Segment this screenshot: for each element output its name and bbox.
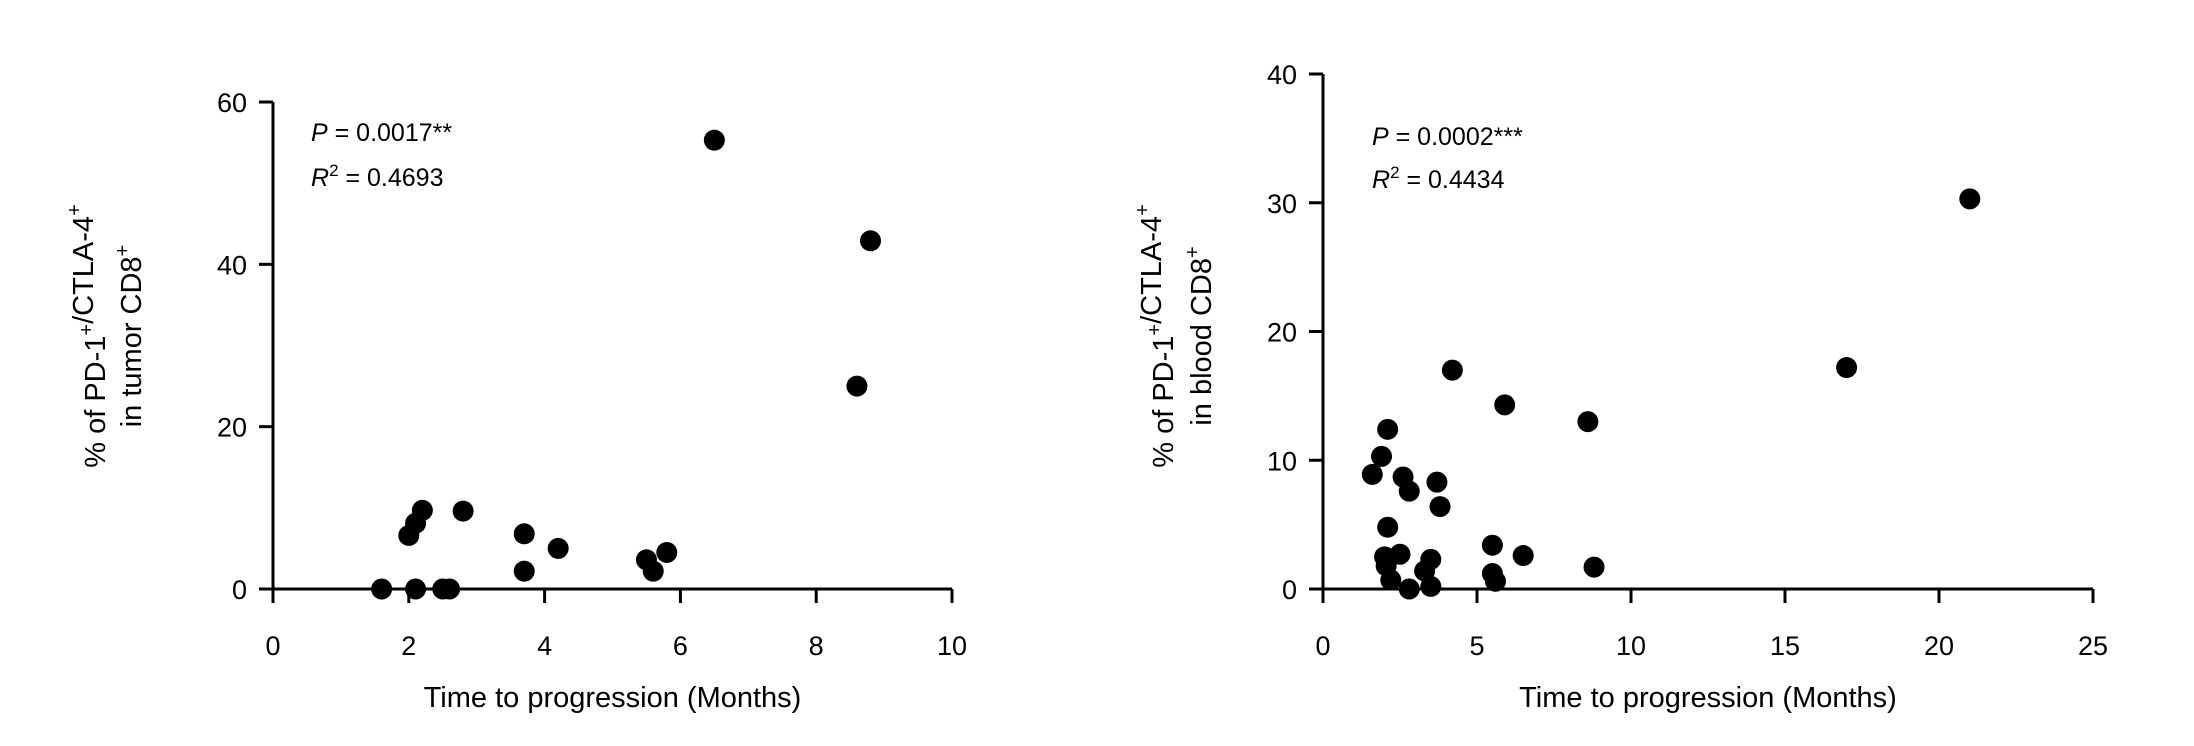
x-axis-label: Time to progression (Months) xyxy=(424,682,802,714)
y-axis-label: % of PD-1+/CTLA-4+ xyxy=(64,204,112,468)
data-point xyxy=(1420,548,1442,570)
y-tick-label: 20 xyxy=(217,413,247,443)
x-tick-label: 15 xyxy=(1770,631,1800,661)
p-value-annotation: P = 0.0017** xyxy=(311,119,452,147)
data-point xyxy=(1836,357,1858,379)
r-squared-annotation: R2 = 0.4434 xyxy=(1372,163,1505,194)
label-text: in blood CD8 xyxy=(1186,258,1218,426)
label-superscript: + xyxy=(1144,324,1166,336)
data-point xyxy=(513,523,535,545)
y-tick-label: 10 xyxy=(1267,446,1297,476)
data-point xyxy=(1429,496,1451,518)
data-point xyxy=(1512,545,1534,567)
x-tick-label: 6 xyxy=(673,631,688,661)
label-text: /CTLA-4 xyxy=(68,216,100,324)
y-axis-label: % of PD-1+/CTLA-4+ xyxy=(1132,204,1180,468)
y-tick-label: 0 xyxy=(232,575,247,605)
x-tick-label: 25 xyxy=(2078,631,2108,661)
label-superscript: + xyxy=(76,324,98,336)
data-point xyxy=(1389,543,1411,565)
y-tick-label: 40 xyxy=(1267,60,1297,90)
r-superscript: 2 xyxy=(1390,163,1399,182)
x-tick-label: 0 xyxy=(1315,631,1330,661)
label-superscript: + xyxy=(112,245,134,257)
data-point xyxy=(1583,556,1605,578)
data-point xyxy=(860,230,882,252)
label-text: in tumor CD8 xyxy=(116,256,148,427)
data-point xyxy=(1577,411,1599,433)
data-point xyxy=(1426,471,1448,493)
data-point xyxy=(1377,418,1399,440)
label-text: /CTLA-4 xyxy=(1136,216,1168,324)
r-superscript: 2 xyxy=(329,161,338,180)
data-point xyxy=(1481,534,1503,556)
r-symbol: R xyxy=(311,164,329,192)
r-squared-value: = 0.4434 xyxy=(1400,166,1505,194)
label-superscript: + xyxy=(64,204,86,216)
data-point xyxy=(371,578,393,600)
p-value-annotation: P = 0.0002*** xyxy=(1372,123,1523,151)
x-tick-label: 4 xyxy=(537,631,552,661)
y-tick-label: 40 xyxy=(217,250,247,280)
data-point xyxy=(1361,463,1383,485)
x-tick-label: 8 xyxy=(809,631,824,661)
p-symbol: P xyxy=(1372,123,1389,151)
data-point xyxy=(1959,188,1981,210)
p-value: = 0.0017** xyxy=(328,119,453,147)
data-point xyxy=(513,560,535,582)
y-tick-label: 20 xyxy=(1267,318,1297,348)
x-tick-label: 10 xyxy=(937,631,967,661)
data-point xyxy=(405,578,427,600)
data-point xyxy=(547,537,569,559)
x-tick-label: 0 xyxy=(265,631,280,661)
y-axis-label: in blood CD8+ xyxy=(1182,246,1218,425)
x-tick-label: 2 xyxy=(401,631,416,661)
data-point xyxy=(452,500,474,522)
label-superscript: + xyxy=(1182,246,1204,258)
data-point xyxy=(1398,578,1420,600)
r-symbol: R xyxy=(1372,166,1390,194)
p-value: = 0.0002*** xyxy=(1389,123,1523,151)
p-symbol: P xyxy=(311,119,328,147)
x-tick-label: 5 xyxy=(1469,631,1484,661)
label-superscript: + xyxy=(1132,204,1154,216)
data-point xyxy=(1420,575,1442,597)
data-point xyxy=(1371,445,1393,467)
y-axis-label: in tumor CD8+ xyxy=(112,245,148,428)
data-point xyxy=(1398,480,1420,502)
data-point xyxy=(411,499,433,521)
label-text: % of PD-1 xyxy=(1148,336,1180,468)
data-point xyxy=(846,375,868,397)
data-point xyxy=(1441,359,1463,381)
r-squared-annotation: R2 = 0.4693 xyxy=(311,161,444,192)
y-tick-label: 30 xyxy=(1267,189,1297,219)
data-point xyxy=(656,541,678,563)
data-point xyxy=(1380,569,1402,591)
x-axis-label: Time to progression (Months) xyxy=(1519,682,1897,714)
data-point xyxy=(1484,570,1506,592)
scatter-plot-1: 0 2 4 6 8 10 0 20 40 60 Time to progression (Month… xyxy=(64,88,967,714)
r-squared-value: = 0.4693 xyxy=(339,164,444,192)
data-point xyxy=(439,578,461,600)
y-tick-label: 60 xyxy=(217,88,247,118)
data-point xyxy=(642,560,664,582)
data-point xyxy=(1377,516,1399,538)
data-point xyxy=(703,129,725,151)
scatter-plot-2: 0 5 10 15 20 25 0 10 20 30 40 Time to progression (… xyxy=(1132,60,2108,714)
x-tick-label: 20 xyxy=(1924,631,1954,661)
x-tick-label: 10 xyxy=(1616,631,1646,661)
label-text: % of PD-1 xyxy=(80,336,112,468)
y-tick-label: 0 xyxy=(1282,575,1297,605)
data-point xyxy=(1494,394,1516,416)
